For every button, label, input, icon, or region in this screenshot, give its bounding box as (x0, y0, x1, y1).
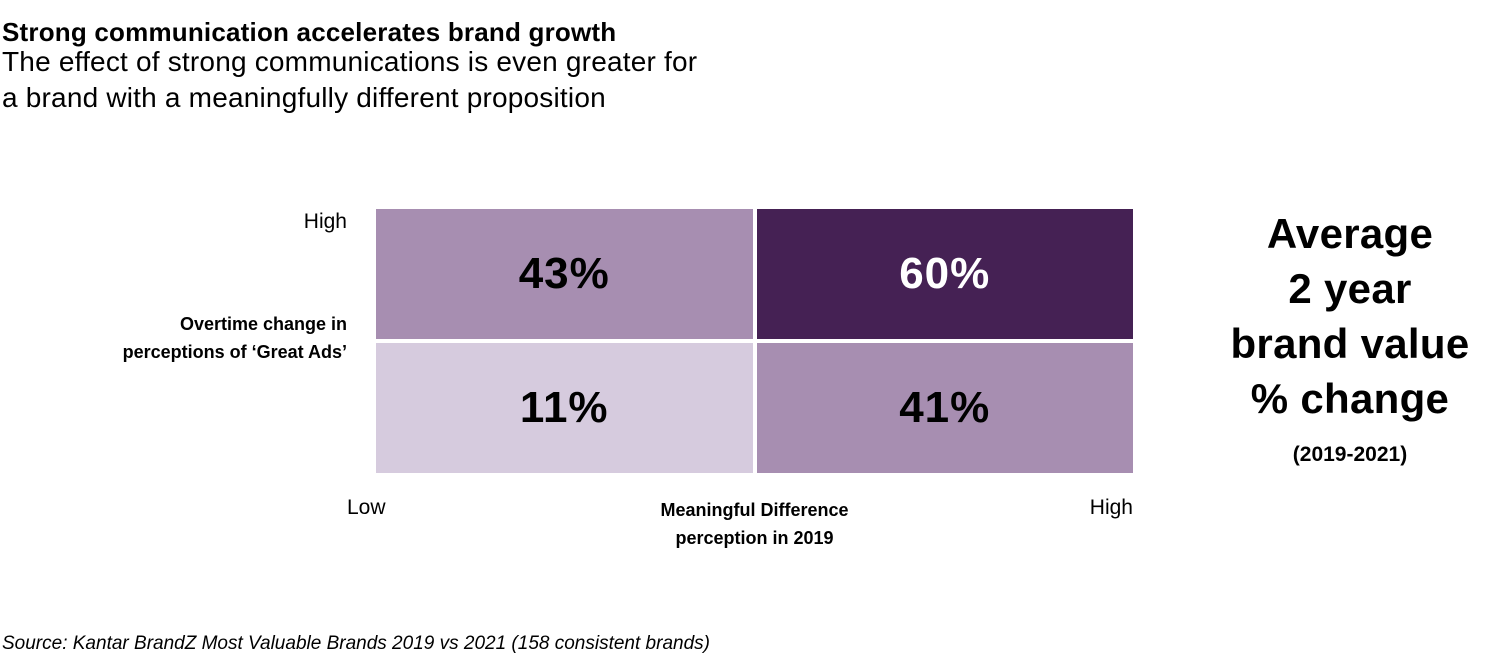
page-title: Strong communication accelerates brand g… (2, 17, 617, 48)
x-axis-title-line-1: Meaningful Difference (660, 500, 849, 520)
annotation-period: (2019-2021) (1292, 443, 1408, 466)
y-axis-title-line-2: perceptions of ‘Great Ads’ (122, 342, 347, 362)
annotation-line-2: 2 year (1288, 265, 1412, 312)
matrix-cell-bottom-right: 41% (756, 343, 1133, 473)
annotation-line-3: brand value (1230, 320, 1470, 367)
annotation-line-4: % change (1250, 375, 1450, 422)
x-axis-low-label: Low (347, 496, 386, 519)
page-subtitle-line-1: The effect of strong communications is e… (2, 46, 698, 77)
value-annotation: Average 2 year brand value % change (201… (1200, 206, 1500, 467)
x-axis-title-line-2: perception in 2019 (675, 528, 834, 548)
page-subtitle: The effect of strong communications is e… (2, 44, 697, 116)
annotation-line-1: Average (1266, 210, 1434, 257)
x-axis-high-label: High (1089, 496, 1133, 519)
quadrant-matrix: 43% 60% 11% 41% (376, 209, 1133, 473)
matrix-cell-top-right: 60% (756, 209, 1133, 339)
source-note: Source: Kantar BrandZ Most Valuable Bran… (2, 633, 710, 654)
x-axis-title: Meaningful Difference perception in 2019 (376, 496, 1133, 552)
y-axis-title: Overtime change in perceptions of ‘Great… (0, 310, 347, 366)
y-axis-high-label: High (303, 210, 347, 233)
page-subtitle-line-2: a brand with a meaningfully different pr… (2, 82, 606, 113)
y-axis-title-line-1: Overtime change in (179, 314, 347, 334)
matrix-cell-top-left: 43% (376, 209, 753, 339)
matrix-cell-bottom-left: 11% (376, 343, 753, 473)
